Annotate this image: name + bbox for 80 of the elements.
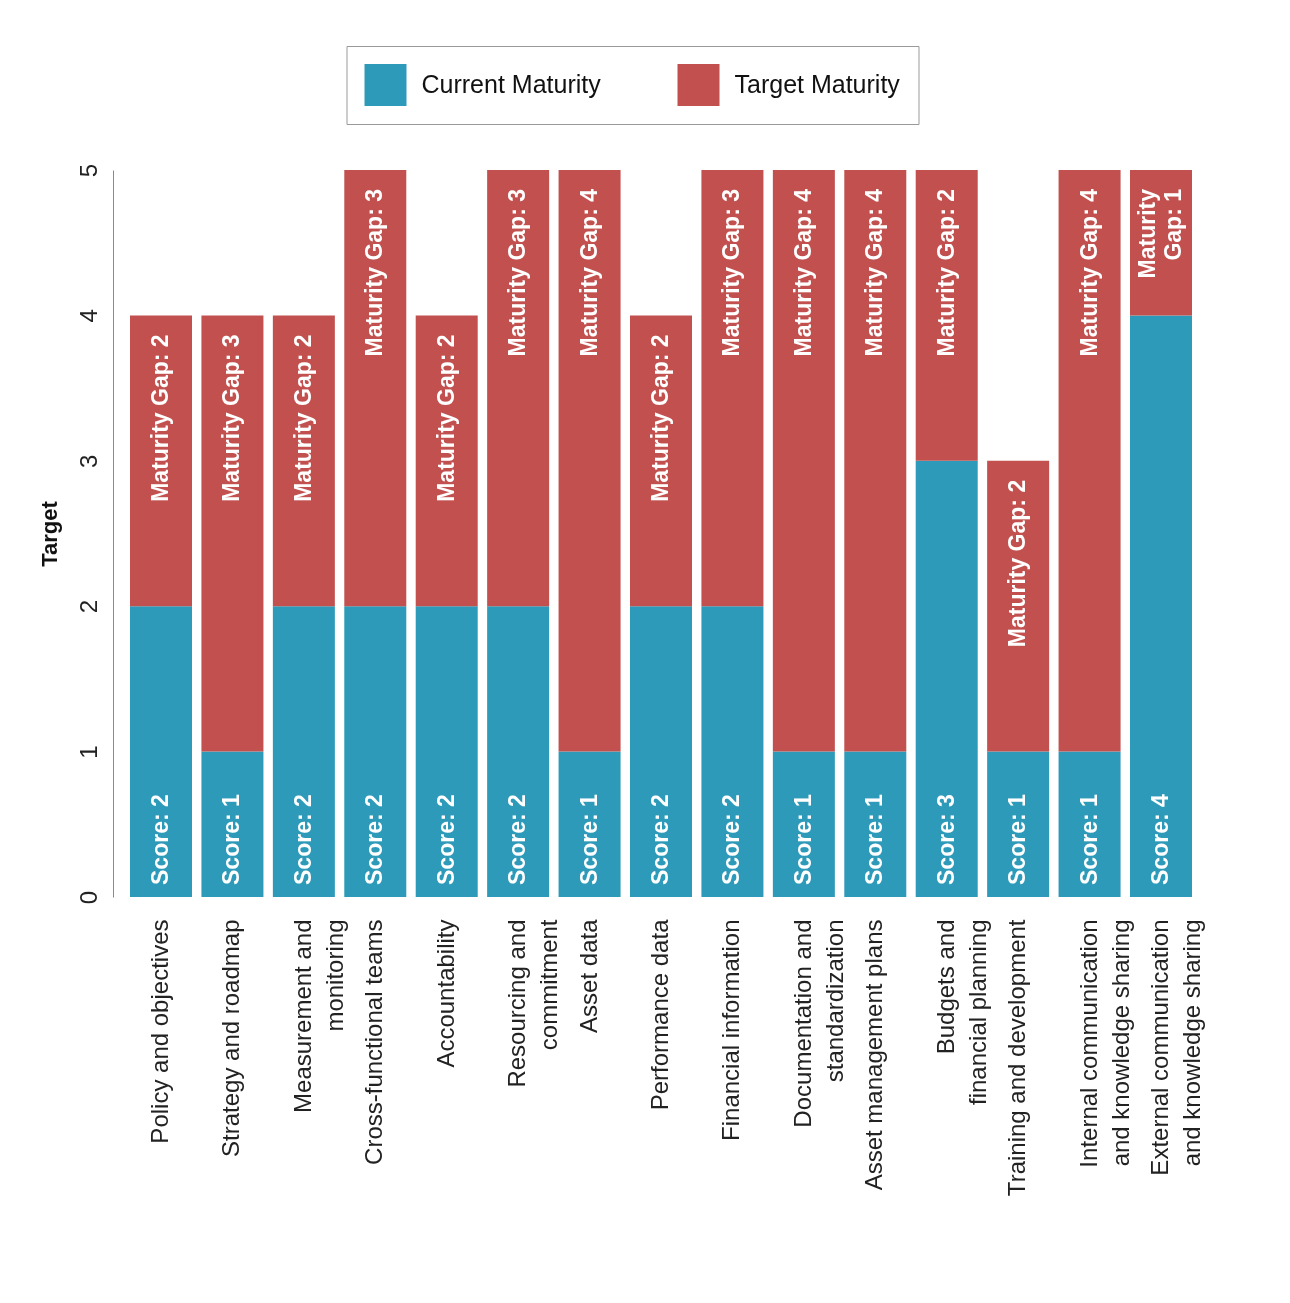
y-tick-label: 2: [74, 600, 102, 614]
bar: [272, 315, 335, 607]
bar: [772, 751, 835, 897]
x-tick-label: Policy and objectives: [146, 919, 173, 1144]
y-tick-label: 1: [74, 745, 102, 759]
x-tick-label: Asset data: [574, 918, 602, 1033]
data-label: Maturity Gap: 3: [718, 189, 745, 357]
data-label: Score: 1: [861, 794, 888, 885]
data-label: Maturity Gap: 2: [647, 334, 673, 502]
bar: [844, 751, 907, 897]
x-tick-label: Measurement and monitoring: [288, 919, 348, 1113]
data-label: Score: 2: [718, 794, 745, 885]
data-label: Score: 2: [432, 794, 459, 885]
data-label: Score: 3: [932, 794, 959, 885]
bar: [415, 315, 478, 607]
bar: [772, 170, 835, 752]
bar: [701, 170, 764, 607]
bar: [915, 460, 978, 897]
bar: [701, 606, 764, 897]
x-tick-label: Strategy and roadmap: [217, 919, 245, 1157]
data-label: Maturity Gap: 3: [504, 189, 531, 357]
data-label: Score: 1: [1075, 794, 1102, 885]
bar: [844, 170, 907, 752]
bar: [344, 170, 407, 607]
data-label: Score: 2: [289, 794, 316, 885]
data-label: Maturity Gap: 2: [289, 334, 316, 502]
bar: [487, 170, 550, 607]
bar: [987, 751, 1050, 897]
bar: [344, 606, 407, 897]
data-label: Score: 1: [789, 794, 816, 885]
bar: [1058, 170, 1121, 752]
bar: [415, 606, 478, 897]
x-tick-label: Training and development: [1003, 919, 1031, 1197]
data-label: Maturity Gap: 4: [575, 188, 602, 357]
x-tick-label: Accountability: [431, 919, 459, 1068]
data-label: Maturity Gap: 4: [861, 188, 888, 357]
bar: [130, 315, 192, 607]
data-label: Score: 1: [1004, 794, 1031, 885]
data-label: Score: 1: [575, 794, 602, 885]
data-label: Maturity Gap: 4: [789, 188, 816, 357]
x-tick-label: Financial information: [717, 919, 745, 1141]
bar: [915, 170, 978, 461]
y-tick-label: 0: [74, 890, 102, 905]
data-label: Score: 2: [147, 794, 173, 885]
data-label: Score: 1: [218, 794, 245, 885]
y-tick-label: 3: [74, 454, 102, 468]
bar: [130, 606, 192, 897]
x-tick-label: Asset management plans: [860, 919, 888, 1191]
data-label: Maturity Gap: 2: [147, 334, 173, 502]
data-label: Maturity Gap: 2: [1004, 479, 1031, 648]
data-label: Maturity Gap: 2: [432, 334, 459, 502]
bar: [987, 460, 1050, 752]
x-tick-label: Performance data: [646, 918, 673, 1111]
data-label: Maturity Gap: 4: [1075, 188, 1102, 357]
y-tick-label: 5: [74, 163, 102, 178]
bar: [630, 606, 692, 897]
legend-label: Current Maturity: [421, 70, 602, 98]
data-label: Maturity Gap: 3: [218, 334, 245, 502]
data-label: Score: 2: [361, 794, 388, 885]
bar: [272, 606, 335, 897]
y-tick-label: 4: [74, 309, 102, 323]
data-label: Score: 2: [647, 794, 673, 885]
bar: [558, 170, 621, 752]
bar: [201, 751, 264, 897]
x-tick-label: Documentation and standardization: [788, 919, 848, 1128]
data-label: Maturity Gap: 1: [1134, 188, 1186, 279]
data-label: Maturity Gap: 2: [932, 189, 959, 357]
data-label: Maturity Gap: 3: [361, 189, 388, 357]
legend-label: Target Maturity: [734, 70, 901, 98]
bar: [201, 315, 264, 752]
bar: [558, 751, 621, 897]
y-axis-title: Target: [36, 500, 62, 567]
bar: [487, 606, 550, 897]
bar: [630, 315, 692, 607]
x-tick-label: Resourcing and commitment: [503, 919, 563, 1088]
data-label: Score: 2: [504, 794, 531, 885]
data-label: Score: 4: [1147, 794, 1173, 885]
x-tick-label: Cross-functional teams: [360, 919, 388, 1165]
bar: [1058, 751, 1121, 897]
bar: [1130, 315, 1192, 897]
